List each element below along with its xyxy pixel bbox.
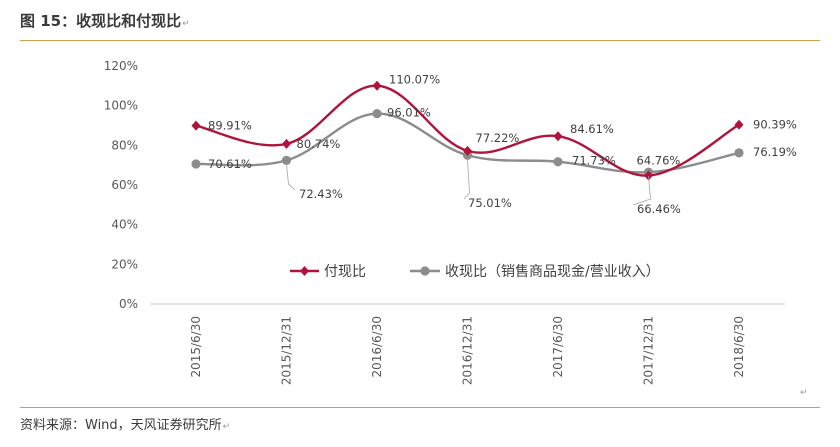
pay-ratio-label: 77.22% — [476, 131, 520, 145]
y-tick-label: 120% — [104, 59, 138, 73]
legend-pay-label: 付现比 — [324, 264, 366, 280]
pay-ratio-marker — [463, 145, 472, 156]
source-note: 资料来源：Wind，天风证券研究所↵ — [20, 418, 231, 433]
receive-ratio-marker — [553, 157, 563, 167]
receive-ratio-leader-line — [632, 176, 651, 206]
receive-ratio-marker — [734, 148, 744, 158]
pay-ratio-label: 110.07% — [389, 73, 440, 87]
receive-ratio-label: 70.61% — [208, 157, 252, 171]
y-tick-label: 80% — [111, 138, 138, 152]
x-tick-label: 2016/12/31 — [461, 316, 475, 385]
paragraph-mark: ↵ — [800, 388, 808, 398]
paragraph-mark: ↵ — [182, 19, 190, 29]
x-tick-label: 2015/12/31 — [280, 316, 294, 385]
receive-ratio-marker — [372, 108, 382, 119]
figure-title: 图 15：收现比和付现比↵ — [20, 12, 190, 30]
y-tick-label: 20% — [111, 257, 138, 271]
pay-ratio-marker — [644, 170, 653, 181]
receive-ratio-marker — [191, 159, 201, 169]
x-tick-label: 2015/6/30 — [189, 316, 203, 378]
pay-ratio-label: 89.91% — [208, 119, 252, 133]
receive-ratio-marker — [281, 155, 292, 165]
legend-receive-swatch-marker — [420, 266, 430, 276]
pay-ratio-marker — [191, 120, 201, 131]
paragraph-mark: ↵ — [222, 422, 231, 432]
pay-ratio-label: 80.74% — [297, 137, 341, 151]
legend-receive-label: 收现比（销售商品现金/营业收入） — [445, 264, 660, 280]
pay-ratio-label: 84.61% — [570, 122, 614, 136]
receive-ratio-label: 96.01% — [387, 106, 431, 120]
pay-ratio-marker — [282, 138, 291, 149]
receive-ratio-label: 75.01% — [468, 196, 512, 210]
pay-ratio-marker — [372, 80, 382, 91]
x-tick-label: 2018/6/30 — [732, 316, 746, 378]
receive-ratio-label: 66.46% — [637, 202, 681, 216]
y-tick-label: 100% — [104, 99, 138, 113]
pay-ratio-label: 64.76% — [637, 154, 681, 168]
receive-ratio-leader-line — [463, 159, 470, 200]
x-tick-label: 2016/6/30 — [370, 316, 384, 378]
source-rule — [20, 407, 820, 408]
x-tick-label: 2017/6/30 — [551, 316, 565, 378]
y-tick-label: 40% — [111, 218, 138, 232]
receive-ratio-label: 72.43% — [299, 187, 343, 201]
receive-ratio-label: 71.73% — [572, 154, 616, 168]
y-tick-label: 0% — [119, 297, 138, 311]
receive-ratio-leader-line — [286, 164, 296, 191]
pay-ratio-marker — [553, 131, 563, 142]
pay-ratio-label: 90.39% — [753, 118, 797, 132]
legend-pay-swatch-marker — [300, 266, 309, 276]
title-rule — [20, 40, 820, 41]
receive-ratio-label: 76.19% — [753, 145, 797, 159]
pay-ratio-marker — [734, 119, 744, 130]
y-tick-label: 60% — [111, 178, 138, 192]
x-tick-label: 2017/12/31 — [642, 316, 656, 385]
